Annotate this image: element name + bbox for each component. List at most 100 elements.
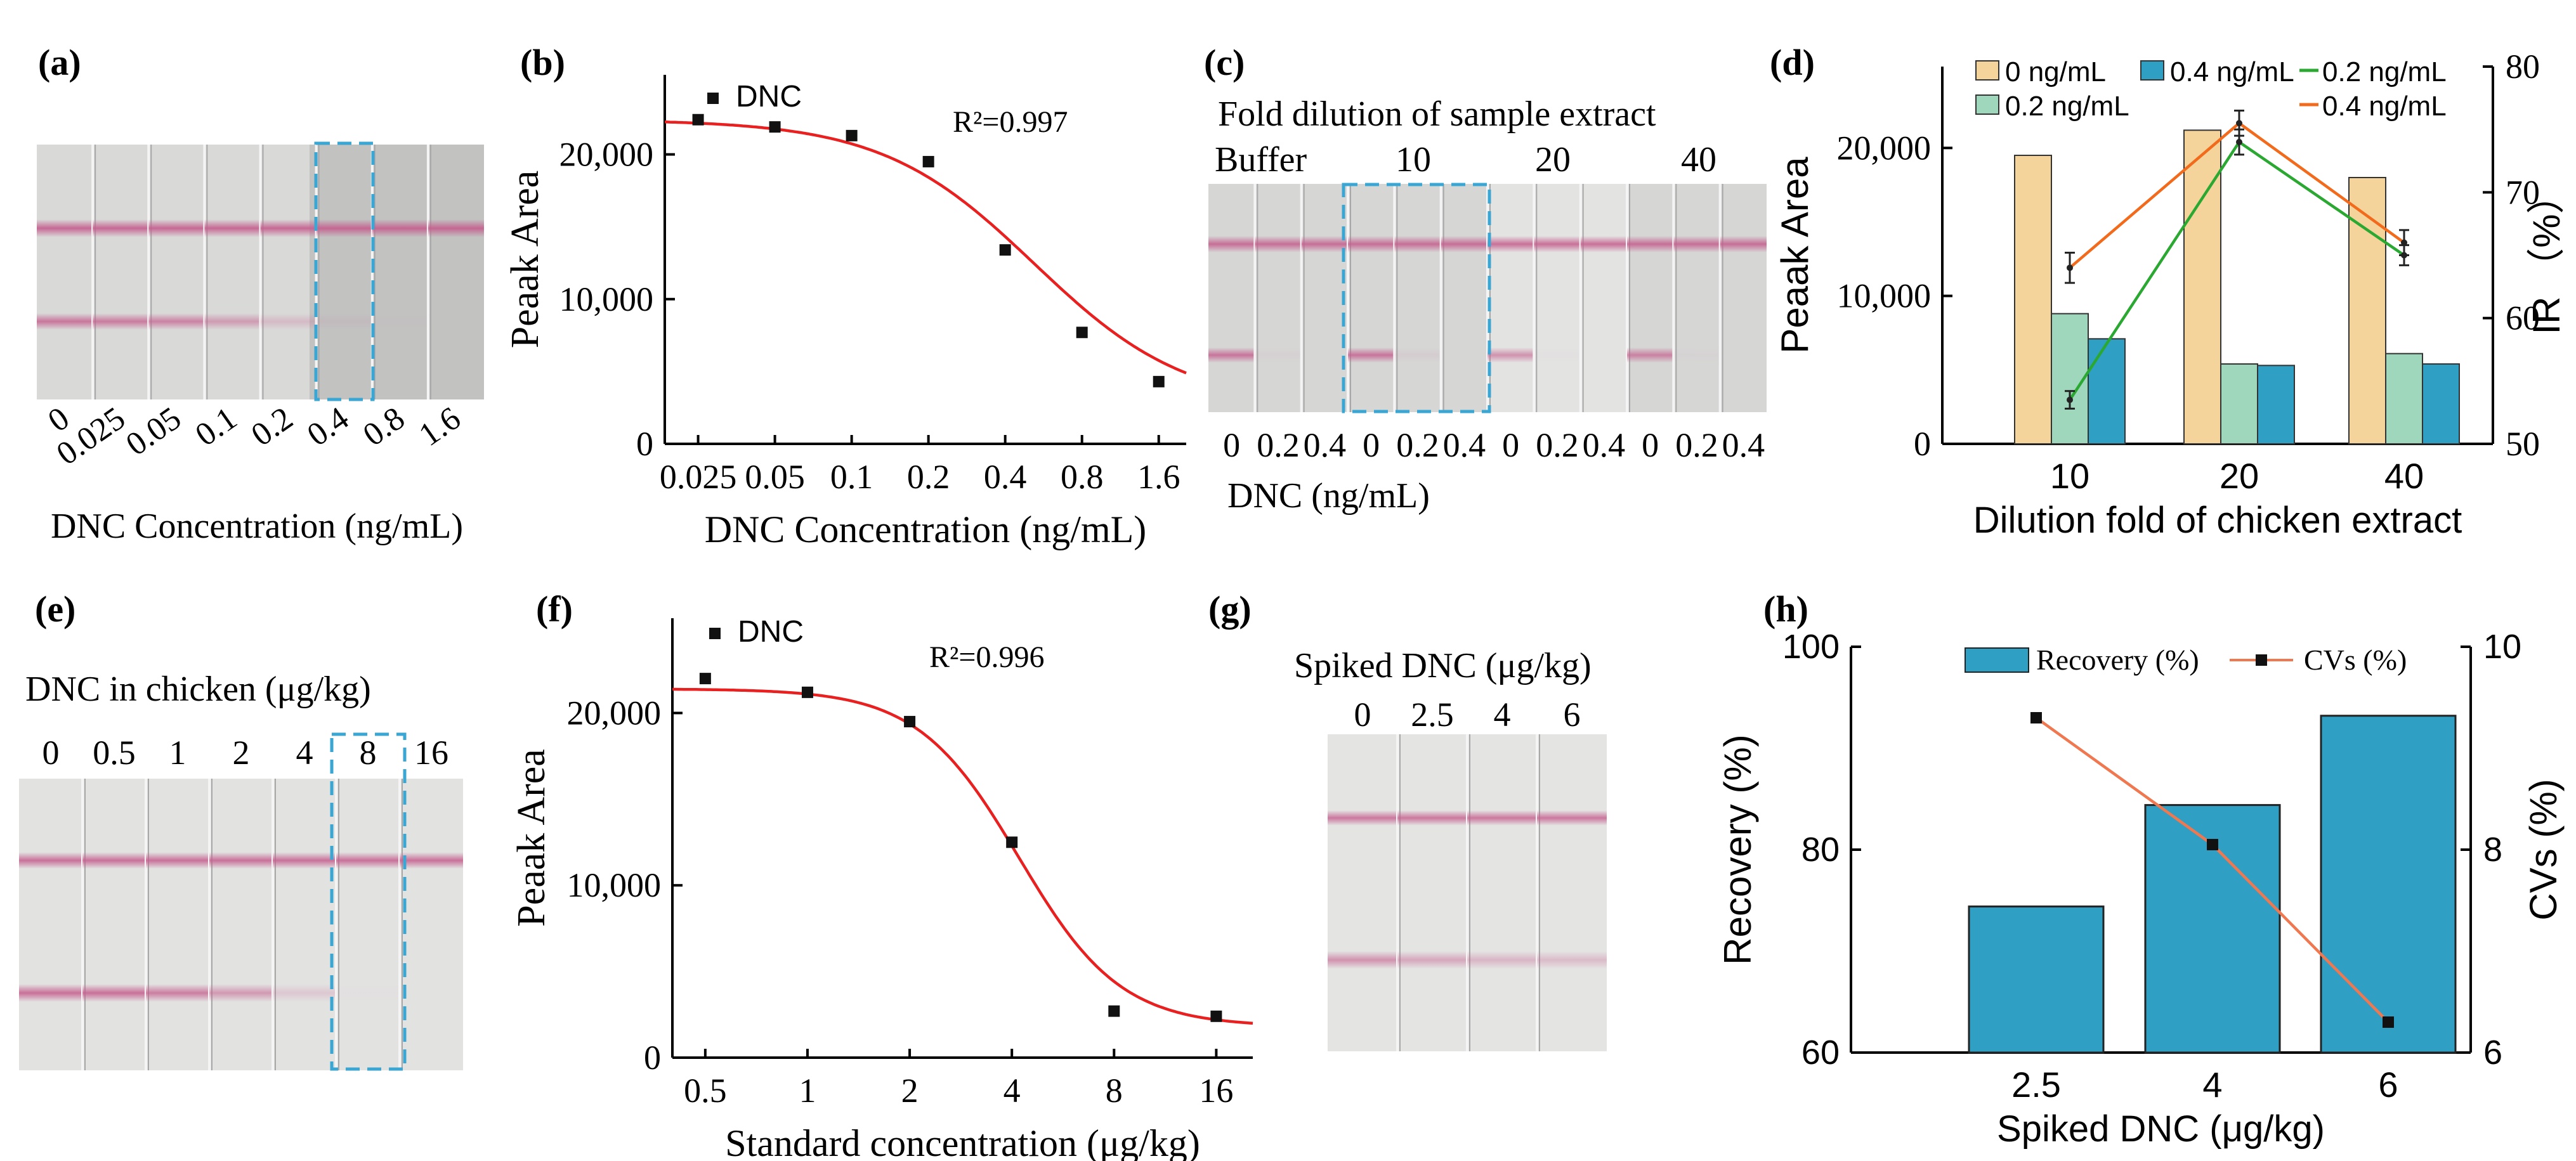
- line-point: [2067, 397, 2073, 403]
- test-line-e: [82, 984, 146, 1002]
- strip-image-a-dark: [310, 145, 484, 399]
- panel-h-label: (h): [1763, 588, 1808, 630]
- legend-label: DNC: [738, 615, 804, 649]
- test-line-c: [1627, 347, 1673, 363]
- test-line-e: [209, 984, 273, 1002]
- title-c: Fold dilution of sample extract: [1218, 94, 1656, 134]
- y-axis-title: Peaak Area: [510, 749, 553, 927]
- bar: [2088, 339, 2125, 444]
- bar: [2015, 155, 2051, 444]
- legend-marker: [2256, 654, 2267, 666]
- data-point: [1210, 1011, 1222, 1022]
- control-line-a: [204, 219, 260, 237]
- chart-b: 010,00020,0000.025 0.05 0.1 0.2 0.4 0.8 1.6DNC…: [504, 75, 1186, 550]
- bar: [2422, 364, 2459, 444]
- cv-point: [2207, 839, 2218, 850]
- y-tick-label: 60: [1801, 1034, 1840, 1072]
- fit-curve: [672, 689, 1253, 1023]
- panel-b: (b) 0 10,000 20,000 0.025 0.05 0.1 0.2 0.4 0.8 1.…: [504, 42, 1186, 550]
- panel-g-label: (g): [1208, 588, 1252, 630]
- data-point: [1000, 244, 1011, 256]
- control-line-c: [1534, 236, 1580, 252]
- title-e: DNC in chicken (μg/kg): [25, 670, 371, 709]
- legend-marker: [709, 628, 721, 639]
- test-line-e: [146, 984, 209, 1002]
- legend-marker: [707, 93, 719, 104]
- x-tick-label: 16: [1199, 1072, 1233, 1110]
- line-point: [2236, 120, 2242, 126]
- test-line-c: [1255, 347, 1301, 363]
- x-tick-label: 4: [1004, 1072, 1021, 1110]
- panel-f: (f) 010,00020,0000.5 1 2 4 8 16DNCR²=0.996Sta…: [510, 588, 1253, 1161]
- group-label-c: Buffer: [1215, 140, 1307, 179]
- test-line-a: [261, 313, 317, 330]
- panel-d-label: (d): [1770, 42, 1815, 83]
- chart-h: 60 80 100 6 8 10 2.5 4 6 Recovery (%) CVs (%) Spike…: [1716, 628, 2565, 1150]
- y-tick-label: 100: [1782, 628, 1840, 666]
- control-line-e: [146, 852, 209, 869]
- legend-label: Recovery (%): [2036, 644, 2199, 676]
- y2-axis-title: IR （%）: [2525, 176, 2568, 334]
- control-line-e: [400, 852, 463, 869]
- legend-label: 0.2 ng/mL: [2322, 56, 2447, 88]
- lane-label-a: 0.4: [301, 400, 355, 453]
- control-line-a: [372, 219, 428, 237]
- cv-point: [2383, 1016, 2394, 1028]
- control-line-c: [1348, 236, 1394, 252]
- test-line-g: [1537, 951, 1607, 969]
- control-line-a: [93, 219, 148, 237]
- control-line-c: [1255, 236, 1301, 252]
- test-line-e: [273, 984, 336, 1002]
- data-point: [1108, 1006, 1120, 1017]
- control-line-e: [209, 852, 273, 869]
- y-tick-label: 0: [636, 425, 653, 463]
- data-point: [693, 114, 704, 126]
- control-line-e: [273, 852, 336, 869]
- control-line-c: [1720, 236, 1767, 252]
- group-labels-c: Buffer 10 20 40: [1215, 140, 1716, 179]
- x-tick-label: 0.2: [907, 458, 950, 496]
- x-tick-label: 2: [901, 1072, 919, 1110]
- lane-label-g: 6: [1564, 696, 1581, 734]
- x-axis-title: Spiked DNC (μg/kg): [1997, 1108, 2325, 1150]
- x-tick-label: 1.6: [1137, 458, 1180, 496]
- lane-label-c: 0.2: [1257, 426, 1300, 464]
- xlabel-a: DNC Concentration (ng/mL): [51, 507, 463, 546]
- lane-label-e: 2: [233, 734, 250, 772]
- lane-label-c: 0.4: [1722, 426, 1765, 464]
- control-line-a: [428, 219, 484, 237]
- title-g: Spiked DNC (μg/kg): [1294, 646, 1592, 685]
- panel-e: (e) DNC in chicken (μg/kg) 0 0.5 1 2 4 8 16: [19, 588, 463, 1070]
- data-point: [1153, 376, 1165, 387]
- y-tick-label: 10,000: [1837, 277, 1932, 315]
- y-tick-label: 20,000: [1837, 129, 1932, 167]
- panel-c-label: (c): [1204, 42, 1245, 83]
- x-tick-label: 10: [2050, 456, 2089, 496]
- legend-swatch: [1976, 95, 1999, 114]
- line-point: [2401, 240, 2407, 246]
- legend-swatch: [1976, 61, 1999, 80]
- strip-image-c-light: [1487, 184, 1630, 412]
- test-line-a: [93, 313, 148, 330]
- x-tick-label: 1: [799, 1072, 816, 1110]
- lane-label-e: 0.5: [93, 734, 136, 772]
- lane-label-a: 0.05: [120, 400, 188, 463]
- y2-axis-title: CVs (%): [2522, 779, 2565, 920]
- line-point: [2067, 264, 2073, 271]
- x-tick-label: 4: [2202, 1065, 2222, 1105]
- control-line-c: [1208, 236, 1255, 252]
- lane-label-e: 0: [42, 734, 60, 772]
- lane-label-a: 0.2: [245, 400, 299, 453]
- control-line-c: [1581, 236, 1627, 252]
- test-line-c: [1487, 347, 1534, 363]
- lane-label-c: 0: [1223, 426, 1240, 464]
- test-line-a: [204, 313, 260, 330]
- lane-label-c: 0.4: [1583, 426, 1626, 464]
- y-tick-label: 0: [1914, 425, 1931, 463]
- y2-tick-label: 10: [2483, 628, 2521, 666]
- lane-labels-a: 00.0250.05 0.1 0.2 0.4 0.8 1.6: [42, 400, 467, 472]
- legend-label: CVs (%): [2304, 644, 2407, 676]
- control-line-c: [1627, 236, 1673, 252]
- legend-swatch: [1965, 648, 2029, 672]
